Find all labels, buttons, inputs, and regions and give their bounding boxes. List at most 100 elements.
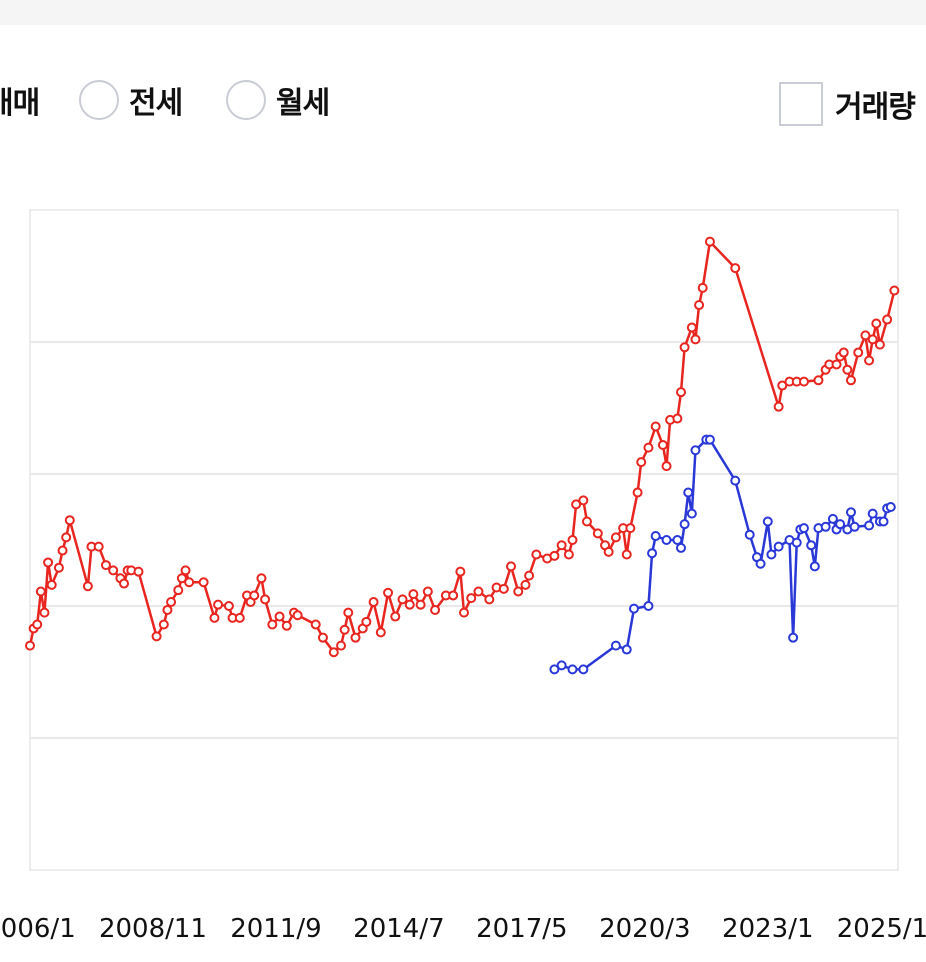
data-point[interactable] <box>679 342 690 353</box>
data-point[interactable] <box>176 573 187 584</box>
data-point[interactable] <box>455 566 466 577</box>
data-point[interactable] <box>498 583 509 594</box>
data-point[interactable] <box>889 285 900 296</box>
data-point[interactable] <box>867 334 878 345</box>
data-point[interactable] <box>672 535 683 545</box>
data-point[interactable] <box>209 612 220 623</box>
data-point[interactable] <box>864 355 875 366</box>
radio-jeonse[interactable]: 전세 <box>79 76 183 124</box>
data-point[interactable] <box>459 607 469 618</box>
data-point[interactable] <box>788 632 799 643</box>
data-point[interactable] <box>676 542 686 553</box>
data-point[interactable] <box>686 322 697 333</box>
data-point[interactable] <box>184 577 195 588</box>
data-point[interactable] <box>610 640 621 651</box>
data-point[interactable] <box>603 546 614 557</box>
data-point[interactable] <box>853 347 864 358</box>
data-point[interactable] <box>882 314 893 325</box>
data-point[interactable] <box>563 549 574 560</box>
data-point[interactable] <box>791 537 802 548</box>
data-point[interactable] <box>744 529 755 540</box>
data-point[interactable] <box>827 513 838 524</box>
data-point[interactable] <box>520 579 531 590</box>
data-point[interactable] <box>82 581 93 592</box>
data-point[interactable] <box>878 516 889 527</box>
data-point[interactable] <box>581 516 592 527</box>
data-point[interactable] <box>166 597 177 608</box>
data-point[interactable] <box>404 599 415 610</box>
data-point[interactable] <box>408 589 419 600</box>
data-point[interactable] <box>874 339 885 350</box>
data-point[interactable] <box>336 640 347 651</box>
data-point[interactable] <box>694 300 705 311</box>
data-point[interactable] <box>773 401 784 412</box>
data-point[interactable] <box>690 445 701 456</box>
data-point[interactable] <box>643 442 654 453</box>
data-point[interactable] <box>643 601 654 611</box>
data-point[interactable] <box>592 528 603 539</box>
data-point[interactable] <box>375 627 386 638</box>
data-point[interactable] <box>864 520 875 531</box>
data-point[interactable] <box>571 499 582 510</box>
data-point[interactable] <box>730 263 741 274</box>
data-point[interactable] <box>632 487 643 498</box>
data-point[interactable] <box>610 532 621 543</box>
data-point[interactable] <box>813 375 824 386</box>
data-point[interactable] <box>845 507 856 518</box>
data-point[interactable] <box>621 549 632 560</box>
data-point[interactable] <box>158 619 169 630</box>
radio-monthly-rent[interactable]: 월세 <box>226 76 330 124</box>
data-point[interactable] <box>549 664 560 675</box>
data-point[interactable] <box>806 540 817 551</box>
data-point[interactable] <box>798 523 809 534</box>
data-point[interactable] <box>249 590 260 601</box>
data-point[interactable] <box>466 593 477 604</box>
radio-sale[interactable]: 매매 <box>0 76 40 124</box>
data-point[interactable] <box>567 535 578 545</box>
data-point[interactable] <box>531 549 542 560</box>
data-point[interactable] <box>397 594 408 605</box>
data-point[interactable] <box>473 586 484 597</box>
data-point[interactable] <box>556 540 567 551</box>
data-point[interactable] <box>328 647 339 658</box>
volume-checkbox[interactable]: 거래량 <box>779 80 916 128</box>
data-point[interactable] <box>647 548 658 559</box>
data-point[interactable] <box>213 599 224 610</box>
data-point[interactable] <box>885 502 896 512</box>
data-point[interactable] <box>415 599 426 610</box>
data-point[interactable] <box>657 439 668 450</box>
data-point[interactable] <box>162 604 173 615</box>
data-point[interactable] <box>690 334 701 345</box>
data-point[interactable] <box>506 561 517 572</box>
data-point[interactable] <box>223 601 234 611</box>
data-point[interactable] <box>831 359 842 370</box>
data-point[interactable] <box>43 557 54 568</box>
data-point[interactable] <box>578 495 589 506</box>
data-point[interactable] <box>549 550 560 561</box>
radio-circle-icon[interactable] <box>226 80 266 120</box>
data-point[interactable] <box>46 579 57 590</box>
data-point[interactable] <box>513 586 524 597</box>
data-point[interactable] <box>422 586 433 597</box>
data-point[interactable] <box>661 535 672 545</box>
data-point[interactable] <box>636 457 647 468</box>
data-point[interactable] <box>180 565 191 576</box>
data-point[interactable] <box>849 521 860 532</box>
data-point[interactable] <box>809 561 820 572</box>
data-point[interactable] <box>625 523 636 534</box>
data-point[interactable] <box>835 519 846 530</box>
data-point[interactable] <box>845 375 856 386</box>
data-point[interactable] <box>61 532 72 543</box>
data-point[interactable] <box>524 570 535 581</box>
data-point[interactable] <box>842 364 853 375</box>
data-point[interactable] <box>567 664 578 675</box>
data-point[interactable] <box>350 632 361 643</box>
data-point[interactable] <box>108 565 119 576</box>
data-point[interactable] <box>686 508 697 519</box>
data-point[interactable] <box>683 487 694 498</box>
data-point[interactable] <box>317 632 328 643</box>
data-point[interactable] <box>368 597 379 608</box>
data-point[interactable] <box>430 604 441 615</box>
data-point[interactable] <box>672 413 683 424</box>
data-point[interactable] <box>820 521 831 532</box>
